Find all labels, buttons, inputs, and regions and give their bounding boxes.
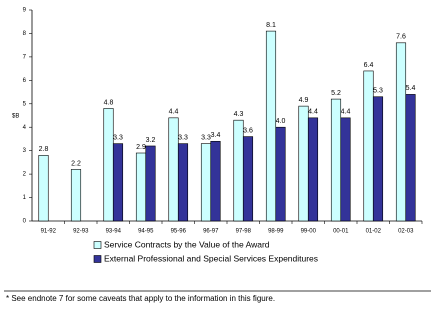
bar xyxy=(135,152,147,222)
value-label: 3.3 xyxy=(201,134,211,141)
bar xyxy=(168,117,179,222)
value-label: 5.2 xyxy=(331,90,341,97)
y-tick-label: 0 xyxy=(23,219,27,225)
value-label: 4.4 xyxy=(341,109,351,116)
value-label: 3.4 xyxy=(211,132,221,139)
bar xyxy=(200,143,212,222)
bar xyxy=(177,143,189,222)
bar xyxy=(372,96,384,222)
value-label: 6.4 xyxy=(364,62,374,69)
y-tick-label: 8 xyxy=(23,31,27,37)
value-label: 2.2 xyxy=(71,160,81,167)
bar xyxy=(242,136,254,222)
bar xyxy=(210,140,221,222)
value-label: 3.6 xyxy=(243,127,253,134)
y-tick-label: 2 xyxy=(23,172,27,178)
bar xyxy=(70,169,82,222)
x-tick-label: 97-98 xyxy=(236,229,252,235)
y-tick-label: 5 xyxy=(23,101,27,107)
bar xyxy=(340,117,351,222)
y-axis-label: $B xyxy=(12,114,19,120)
value-label: 4.9 xyxy=(299,97,309,104)
bar xyxy=(38,155,49,222)
legend-label: Service Contracts by the Value of the Aw… xyxy=(104,239,270,249)
y-tick-label: 4 xyxy=(23,125,27,131)
footnote: * See endnote 7 for some caveats that ap… xyxy=(6,294,275,303)
bar xyxy=(233,119,244,222)
x-tick-label: 92-93 xyxy=(73,229,89,235)
x-tick-label: 96-97 xyxy=(203,229,219,235)
y-tick-label: 6 xyxy=(23,78,27,84)
x-tick-label: 99-00 xyxy=(301,229,317,235)
value-label: 3.2 xyxy=(146,137,156,144)
x-tick-label: 91-92 xyxy=(41,229,57,235)
value-label: 8.1 xyxy=(266,22,276,29)
x-tick-label: 94-95 xyxy=(138,229,154,235)
bar xyxy=(103,108,114,222)
bar xyxy=(265,30,277,222)
x-tick-label: 02-03 xyxy=(398,229,414,235)
x-tick-label: 98-99 xyxy=(268,229,284,235)
y-tick-label: 3 xyxy=(23,148,27,154)
value-label: 4.0 xyxy=(276,118,286,125)
value-label: 4.3 xyxy=(234,111,244,118)
x-tick-label: 95-96 xyxy=(171,229,187,235)
legend-label: External Professional and Special Servic… xyxy=(104,253,318,263)
value-label: 5.3 xyxy=(373,88,383,95)
value-label: 3.3 xyxy=(178,134,188,141)
value-label: 7.6 xyxy=(396,34,406,41)
bar xyxy=(363,70,374,222)
value-label: 4.4 xyxy=(169,109,179,116)
x-tick-label: 93-94 xyxy=(106,229,122,235)
bar xyxy=(145,145,156,222)
x-tick-label: 00-01 xyxy=(333,229,349,235)
bar xyxy=(275,126,286,222)
y-tick-label: 7 xyxy=(23,54,27,60)
value-label: 2.8 xyxy=(39,146,49,153)
y-tick-label: 9 xyxy=(23,8,27,14)
x-tick-label: 01-02 xyxy=(366,229,382,235)
value-label: 2.9 xyxy=(136,144,146,151)
bar xyxy=(112,143,124,222)
value-label: 3.3 xyxy=(113,134,123,141)
bar xyxy=(307,117,319,222)
bar xyxy=(405,94,416,222)
legend-swatch xyxy=(93,255,102,263)
y-tick-label: 1 xyxy=(23,195,27,201)
value-label: 4.4 xyxy=(308,109,318,116)
value-label: 4.8 xyxy=(104,99,114,106)
bar xyxy=(395,42,407,222)
bar xyxy=(330,98,342,222)
bar xyxy=(298,105,309,222)
legend-swatch xyxy=(93,241,102,249)
value-label: 5.4 xyxy=(406,85,416,92)
